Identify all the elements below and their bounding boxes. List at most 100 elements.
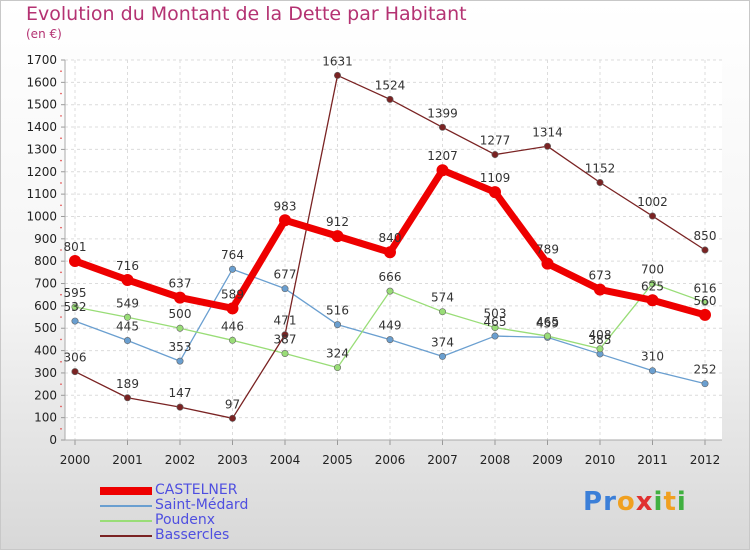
y-minor-tick	[60, 338, 62, 341]
data-label-saint-medard: 353	[169, 340, 192, 354]
logo-letter: P	[583, 487, 604, 517]
y-minor-tick	[60, 428, 62, 430]
legend-swatch	[100, 487, 152, 495]
legend-item-poudenx: Poudenx	[100, 512, 400, 528]
data-point-castelner	[489, 186, 501, 199]
data-point-castelner	[594, 283, 606, 296]
data-label-castelner: 912	[326, 215, 349, 229]
y-minor-tick	[60, 271, 62, 274]
data-label-poudenx: 408	[589, 328, 612, 342]
axes: 0 100 200 300 400 500 600 700 800 900 1000 1100 1200…	[26, 53, 722, 467]
data-point-saint-medard	[491, 332, 499, 340]
legend-item-castelner: CASTELNER	[100, 482, 400, 498]
data-label-saint-medard: 385	[589, 333, 612, 347]
data-point-poudenx	[386, 287, 394, 295]
data-point-saint-medard	[71, 317, 79, 325]
data-point-poudenx	[701, 298, 709, 306]
legend: CASTELNER Saint-Médard Poudenx Bassercles	[100, 482, 400, 543]
data-point-castelner	[331, 230, 344, 243]
chart-title: Evolution du Montant de la Dette par Hab…	[26, 3, 467, 25]
data-label-bassercles: 306	[64, 351, 87, 365]
data-point-bassercles	[596, 178, 604, 186]
x-tick-label: 2005	[322, 453, 353, 467]
data-label-castelner: 1109	[480, 171, 511, 185]
data-label-bassercles: 1002	[637, 195, 668, 209]
y-tick-label: 600	[34, 299, 57, 313]
logo-letter: o	[616, 487, 636, 517]
data-point-bassercles	[491, 151, 499, 159]
logo-letter: x	[635, 487, 654, 517]
data-label-saint-medard: 764	[221, 248, 244, 262]
data-point-saint-medard	[648, 367, 656, 375]
x-tick-label: 2001	[112, 453, 143, 467]
data-label-poudenx: 503	[484, 307, 507, 321]
data-point-bassercles	[543, 142, 551, 150]
data-point-poudenx	[281, 349, 289, 357]
y-tick-label: 100	[34, 411, 57, 425]
data-label-castelner: 716	[116, 259, 139, 273]
y-tick-label: 1500	[26, 98, 57, 112]
y-minor-tick	[60, 316, 62, 318]
data-point-castelner	[174, 291, 186, 304]
x-tick-label: 2007	[427, 453, 458, 467]
data-label-castelner: 1207	[427, 149, 458, 163]
data-label-bassercles: 1399	[427, 106, 458, 120]
legend-label: Poudenx	[155, 512, 216, 528]
legend-label: Saint-Médard	[155, 497, 249, 513]
data-label-bassercles: 1524	[375, 78, 406, 92]
data-label-saint-medard: 532	[64, 300, 87, 314]
data-point-poudenx	[176, 324, 184, 332]
data-point-poudenx	[333, 364, 341, 372]
data-label-bassercles: 1277	[480, 134, 511, 148]
data-point-castelner	[279, 214, 291, 227]
data-label-castelner: 625	[641, 279, 664, 293]
x-tick-label: 2004	[270, 453, 301, 467]
x-tick-label: 2002	[165, 453, 196, 467]
y-minor-tick	[60, 249, 62, 251]
y-minor-tick	[60, 115, 62, 117]
data-point-castelner	[69, 254, 81, 267]
data-point-castelner	[121, 273, 134, 286]
y-minor-tick	[60, 92, 62, 95]
data-point-saint-medard	[176, 357, 184, 365]
y-minor-tick	[60, 159, 62, 162]
data-label-poudenx: 595	[64, 286, 87, 300]
x-tick-label: 2011	[637, 453, 668, 467]
data-point-castelner	[384, 246, 396, 259]
data-point-bassercles	[229, 414, 237, 422]
legend-item-saint-medard: Saint-Médard	[100, 497, 400, 513]
y-tick-label: 1200	[26, 165, 57, 179]
x-tick-label: 2008	[480, 453, 511, 467]
y-tick-label: 1000	[26, 209, 57, 223]
y-tick-label: 1300	[26, 142, 57, 156]
data-point-saint-medard	[281, 285, 289, 293]
y-minor-tick	[60, 204, 62, 207]
data-point-poudenx	[491, 324, 499, 332]
y-minor-tick	[60, 293, 62, 296]
data-label-bassercles: 471	[274, 314, 297, 328]
y-tick-label: 900	[34, 232, 57, 246]
data-label-bassercles: 189	[116, 377, 139, 391]
data-label-poudenx: 574	[431, 291, 454, 305]
data-label-saint-medard: 374	[431, 335, 454, 349]
y-tick-label: 1600	[26, 75, 57, 89]
legend-swatch	[100, 520, 152, 522]
data-label-castelner: 560	[694, 294, 717, 308]
y-tick-label: 500	[34, 321, 57, 335]
data-point-poudenx	[71, 303, 79, 311]
data-point-poudenx	[438, 308, 446, 316]
legend-swatch	[100, 505, 152, 507]
y-tick-label: 300	[34, 366, 57, 380]
y-minor-tick	[60, 137, 62, 140]
data-label-bassercles: 147	[169, 386, 192, 400]
logo-letter: t	[663, 487, 677, 517]
data-label-castelner: 637	[169, 277, 192, 291]
data-point-saint-medard	[124, 337, 132, 345]
data-label-poudenx: 500	[169, 307, 192, 321]
data-label-castelner: 789	[536, 243, 559, 257]
y-minor-tick	[60, 383, 62, 385]
data-label-saint-medard: 310	[641, 350, 664, 364]
y-tick-label: 800	[34, 254, 57, 268]
data-point-bassercles	[648, 212, 656, 220]
